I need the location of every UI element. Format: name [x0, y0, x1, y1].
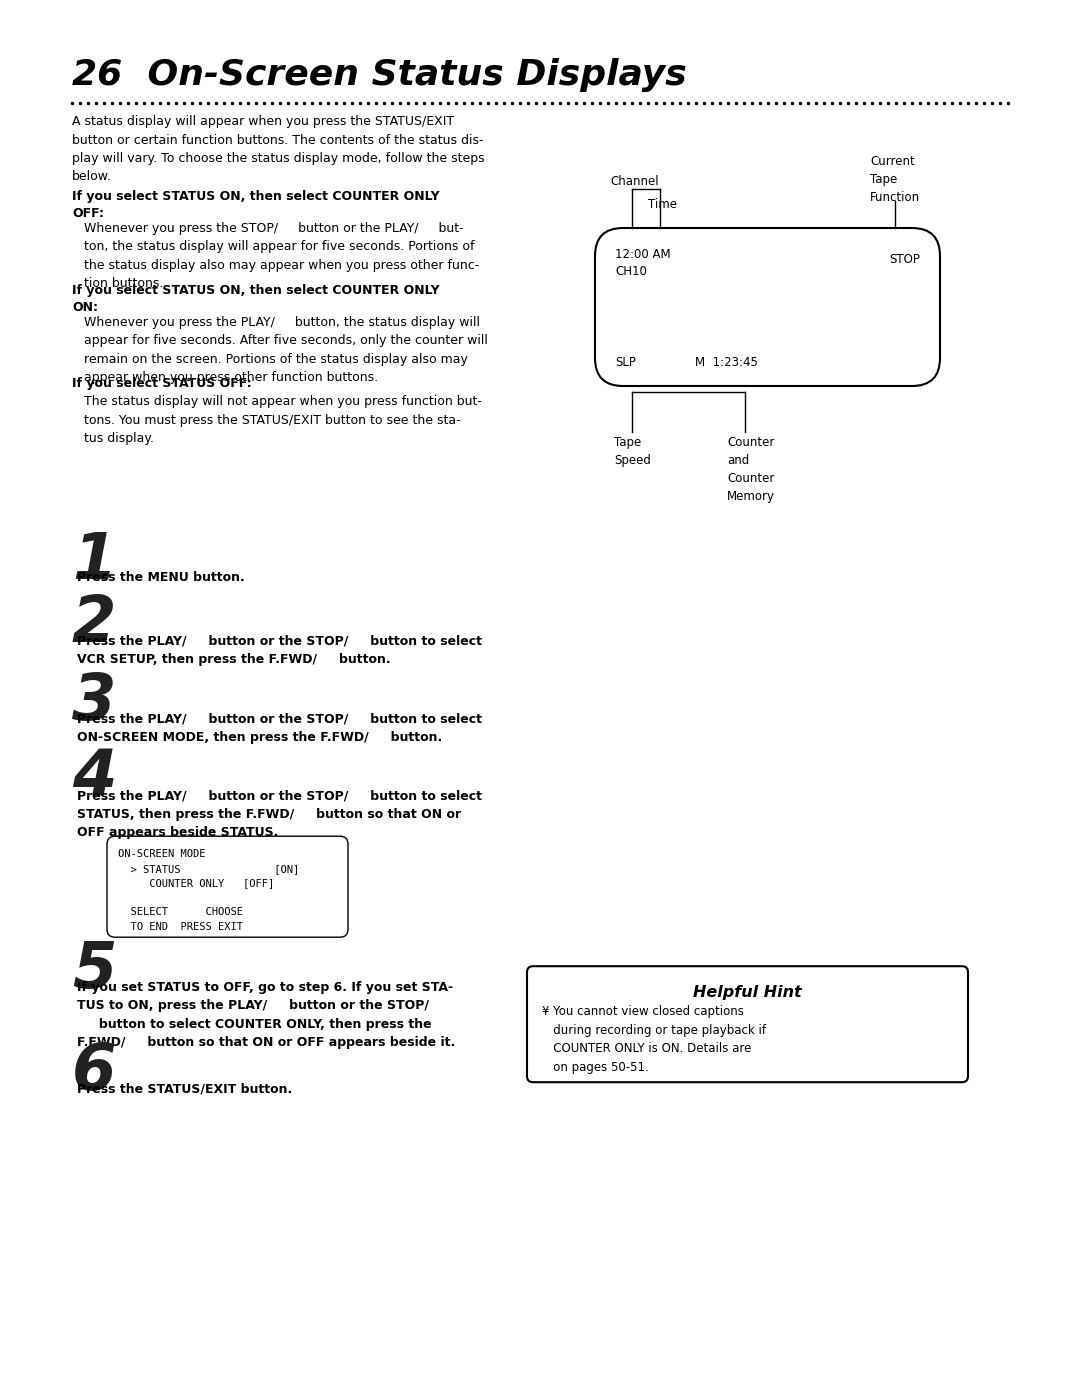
Text: Channel: Channel	[610, 175, 659, 189]
Text: ON-SCREEN MODE: ON-SCREEN MODE	[118, 849, 205, 859]
Text: Tape
Speed: Tape Speed	[615, 436, 651, 467]
Text: M  1:23:45: M 1:23:45	[696, 356, 758, 369]
Text: If you select STATUS ON, then select COUNTER ONLY
ON:: If you select STATUS ON, then select COU…	[72, 284, 440, 314]
Text: 6: 6	[72, 1041, 117, 1104]
Text: SLP: SLP	[615, 356, 636, 369]
Text: COUNTER ONLY   [OFF]: COUNTER ONLY [OFF]	[118, 879, 274, 888]
Text: TO END  PRESS EXIT: TO END PRESS EXIT	[118, 922, 243, 932]
FancyBboxPatch shape	[595, 228, 940, 386]
Text: 1: 1	[72, 529, 117, 592]
Text: SELECT      CHOOSE: SELECT CHOOSE	[118, 907, 243, 918]
Text: The status display will not appear when you press function but-
   tons. You mus: The status display will not appear when …	[72, 395, 482, 446]
Text: 2: 2	[72, 594, 117, 655]
Text: STOP: STOP	[889, 253, 920, 265]
FancyBboxPatch shape	[107, 837, 348, 937]
Text: > STATUS               [ON]: > STATUS [ON]	[118, 863, 299, 873]
Text: Counter
and
Counter
Memory: Counter and Counter Memory	[727, 436, 775, 503]
FancyBboxPatch shape	[527, 967, 968, 1083]
Text: If you select STATUS OFF:: If you select STATUS OFF:	[72, 377, 252, 390]
Text: 26  On-Screen Status Displays: 26 On-Screen Status Displays	[72, 59, 687, 92]
Text: 12:00 AM
CH10: 12:00 AM CH10	[615, 249, 671, 278]
Text: ¥ You cannot view closed captions
   during recording or tape playback if
   COU: ¥ You cannot view closed captions during…	[542, 1006, 766, 1074]
Text: Whenever you press the PLAY/     button, the status display will
   appear for f: Whenever you press the PLAY/ button, the…	[72, 316, 488, 384]
Text: If you select STATUS ON, then select COUNTER ONLY
OFF:: If you select STATUS ON, then select COU…	[72, 190, 440, 219]
Text: If you set STATUS to OFF, go to step 6. If you set STA-
TUS to ON, press the PLA: If you set STATUS to OFF, go to step 6. …	[77, 981, 456, 1049]
Text: Current
Tape
Function: Current Tape Function	[870, 155, 920, 204]
Text: Helpful Hint: Helpful Hint	[693, 985, 801, 1000]
Text: 3: 3	[72, 671, 117, 732]
Text: A status display will appear when you press the STATUS/EXIT
button or certain fu: A status display will appear when you pr…	[72, 115, 485, 183]
Text: Whenever you press the STOP/     button or the PLAY/     but-
   ton, the status: Whenever you press the STOP/ button or t…	[72, 222, 480, 291]
Text: Press the PLAY/     button or the STOP/     button to select
STATUS, then press : Press the PLAY/ button or the STOP/ butt…	[77, 789, 482, 840]
Text: 4: 4	[72, 747, 117, 810]
Text: Press the MENU button.: Press the MENU button.	[77, 571, 245, 584]
Text: 5: 5	[72, 939, 117, 1002]
Text: Press the STATUS/EXIT button.: Press the STATUS/EXIT button.	[77, 1083, 293, 1095]
Text: Press the PLAY/     button or the STOP/     button to select
ON-SCREEN MODE, the: Press the PLAY/ button or the STOP/ butt…	[77, 712, 482, 743]
Text: Time: Time	[648, 198, 677, 211]
Text: Press the PLAY/     button or the STOP/     button to select
VCR SETUP, then pre: Press the PLAY/ button or the STOP/ butt…	[77, 634, 482, 666]
